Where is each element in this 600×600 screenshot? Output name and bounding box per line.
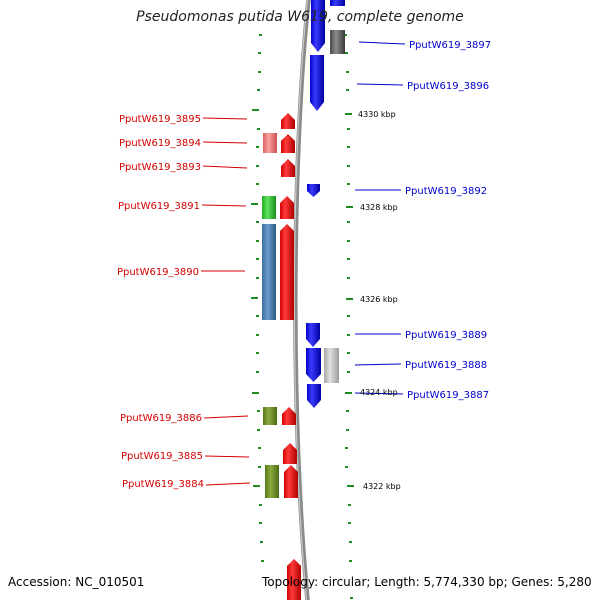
gene-PputW619_3884-olive [265, 465, 279, 498]
tick-label-4328-kbp: 4328 kbp [360, 203, 398, 212]
label-PputW619_3889: PputW619_3889 [405, 330, 487, 341]
gene-PputW619_3885 [283, 443, 297, 464]
genome-summary-text: Topology: circular; Length: 5,774,330 bp… [262, 575, 592, 589]
label-PputW619_3890: PputW619_3890 [117, 267, 199, 278]
gene-PputW619_3884 [284, 465, 298, 498]
gene-PputW619_3893 [281, 159, 295, 177]
genome-backbone [293, 0, 311, 600]
gene-PputW619_3897 [311, 0, 325, 52]
label-PputW619_3892: PputW619_3892 [405, 186, 487, 197]
accession-text: Accession: NC_010501 [8, 575, 145, 589]
label-PputW619_3885: PputW619_3885 [121, 451, 203, 462]
gene-PputW619_3887 [307, 384, 321, 408]
label-PputW619_3897: PputW619_3897 [409, 40, 491, 51]
gene-PputW619_3894-pink [263, 133, 277, 153]
axis-tick-labels: 4330 kbp 4328 kbp 4326 kbp 4324 kbp 4322… [358, 110, 401, 491]
label-PputW619_3895: PputW619_3895 [119, 114, 201, 125]
label-PputW619_3896: PputW619_3896 [407, 81, 489, 92]
reverse-label-lines [201, 117, 251, 486]
reverse-gene-labels: PputW619_3895 PputW619_3894 PputW619_389… [117, 114, 204, 490]
label-PputW619_3884: PputW619_3884 [122, 479, 204, 490]
gene-PputW619_3886 [282, 407, 296, 425]
tick-marks-right [344, 34, 354, 599]
label-PputW619_3888: PputW619_3888 [405, 360, 487, 371]
gene-PputW619_3889 [306, 323, 320, 347]
label-PputW619_3887: PputW619_3887 [407, 390, 489, 401]
tick-label-4322-kbp: 4322 kbp [363, 482, 401, 491]
gene-PputW619_3891 [280, 196, 294, 219]
genome-title: Pseudomonas putida W619, complete genome [136, 9, 464, 25]
tick-label-4326-kbp: 4326 kbp [360, 295, 398, 304]
gene-PputW619_3891-green [262, 196, 276, 219]
gene-gray-top [330, 30, 345, 54]
label-PputW619_3894: PputW619_3894 [119, 138, 201, 149]
gene-PputW619_3896 [310, 55, 324, 111]
forward-label-lines [354, 41, 406, 395]
gene-PputW619_3895 [281, 113, 295, 129]
gene-PputW619_3886-olive [263, 407, 277, 425]
label-PputW619_3886: PputW619_3886 [120, 413, 202, 424]
label-PputW619_3891: PputW619_3891 [118, 201, 200, 212]
gene-PputW619_3897-b [330, 0, 345, 6]
forward-gene-labels: PputW619_3897 PputW619_3896 PputW619_389… [405, 40, 491, 401]
gene-PputW619_3890-steel [262, 224, 276, 320]
tick-label-4330-kbp: 4330 kbp [358, 110, 396, 119]
gene-PputW619_3890 [280, 224, 294, 320]
gene-PputW619_3892 [307, 184, 320, 197]
reverse-genes [262, 113, 301, 600]
gene-PputW619_3888 [306, 348, 321, 382]
tick-label-4324-kbp: 4324 kbp [360, 388, 398, 397]
tick-marks-left [251, 34, 264, 562]
gene-PputW619_3894-red [281, 134, 295, 153]
genome-backbone-highlight [293, 0, 309, 600]
gene-gray-mid [324, 348, 339, 383]
gene-bottom-red [287, 559, 301, 600]
label-PputW619_3893: PputW619_3893 [119, 162, 201, 173]
forward-genes [306, 0, 345, 408]
